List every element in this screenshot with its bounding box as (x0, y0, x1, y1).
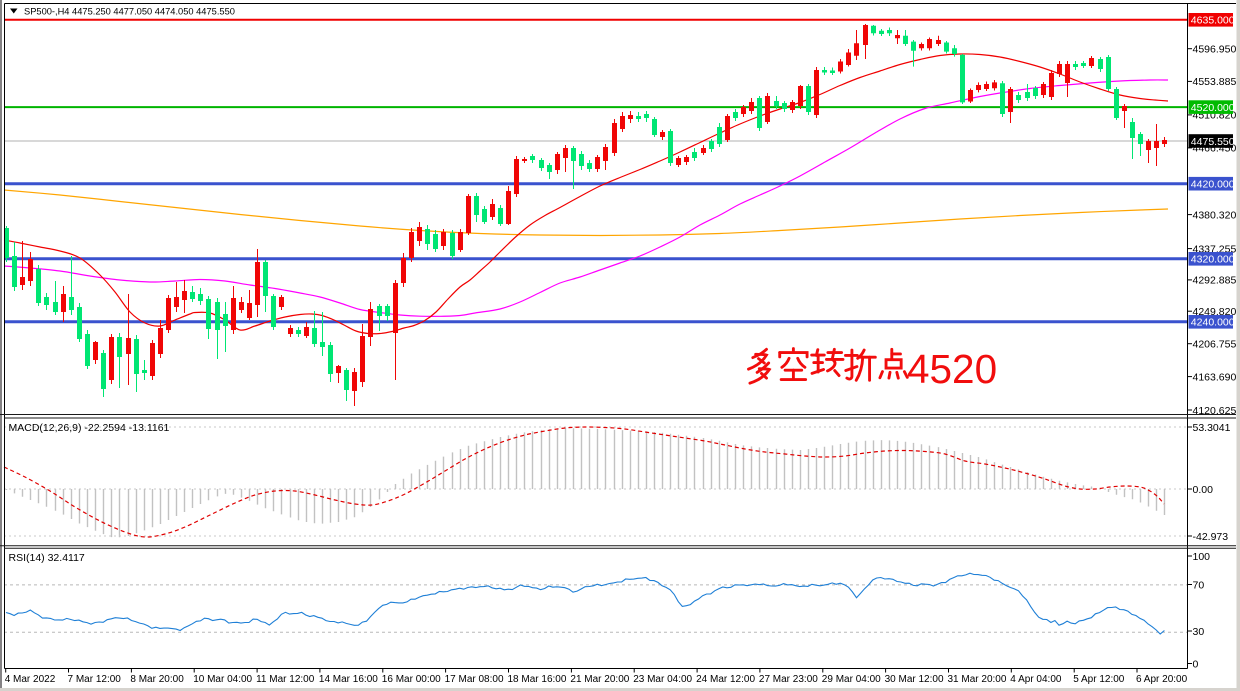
svg-text:30 Mar 12:00: 30 Mar 12:00 (885, 674, 944, 685)
svg-text:4320.000: 4320.000 (1191, 254, 1235, 266)
svg-text:4520: 4520 (907, 346, 997, 392)
svg-text:24 Mar 12:00: 24 Mar 12:00 (696, 674, 755, 685)
svg-text:70: 70 (1193, 579, 1205, 591)
svg-text:21 Mar 20:00: 21 Mar 20:00 (570, 674, 629, 685)
svg-text:6 Apr 20:00: 6 Apr 20:00 (1136, 674, 1188, 685)
svg-text:14 Mar 16:00: 14 Mar 16:00 (319, 674, 378, 685)
svg-text:4596.950: 4596.950 (1193, 44, 1237, 56)
svg-text:23 Mar 04:00: 23 Mar 04:00 (633, 674, 692, 685)
svg-text:5 Apr 12:00: 5 Apr 12:00 (1073, 674, 1125, 685)
svg-text:4380.320: 4380.320 (1193, 209, 1237, 221)
svg-text:4520.000: 4520.000 (1191, 102, 1235, 114)
svg-text:0: 0 (1193, 658, 1199, 670)
svg-text:27 Mar 23:00: 27 Mar 23:00 (759, 674, 818, 685)
svg-text:18 Mar 16:00: 18 Mar 16:00 (508, 674, 567, 685)
svg-text:10 Mar 04:00: 10 Mar 04:00 (193, 674, 252, 685)
svg-text:4475.550: 4475.550 (1191, 136, 1235, 148)
svg-text:17 Mar 08:00: 17 Mar 08:00 (445, 674, 504, 685)
svg-text:4240.000: 4240.000 (1191, 317, 1235, 329)
svg-text:0.00: 0.00 (1193, 484, 1214, 496)
svg-text:-42.973: -42.973 (1193, 531, 1229, 543)
svg-text:4420.000: 4420.000 (1191, 179, 1235, 191)
svg-text:16 Mar 00:00: 16 Mar 00:00 (382, 674, 441, 685)
svg-text:30: 30 (1193, 626, 1205, 638)
svg-text:4120.625: 4120.625 (1193, 405, 1237, 417)
svg-text:4 Mar 2022: 4 Mar 2022 (5, 674, 56, 685)
svg-text:29 Mar 04:00: 29 Mar 04:00 (822, 674, 881, 685)
svg-text:100: 100 (1193, 551, 1211, 563)
svg-text:8 Mar 20:00: 8 Mar 20:00 (130, 674, 184, 685)
svg-text:SP500-,H4 4475.250 4477.050 4: SP500-,H4 4475.250 4477.050 4474.050 447… (24, 7, 235, 17)
svg-text:4292.885: 4292.885 (1193, 275, 1237, 287)
svg-text:RSI(14) 32.4117: RSI(14) 32.4117 (9, 552, 85, 564)
svg-text:53.3041: 53.3041 (1193, 422, 1231, 434)
svg-text:4 Apr 04:00: 4 Apr 04:00 (1010, 674, 1062, 685)
svg-text:MACD(12,26,9) -22.2594 -13.116: MACD(12,26,9) -22.2594 -13.1161 (9, 422, 170, 434)
svg-text:31 Mar 20:00: 31 Mar 20:00 (948, 674, 1007, 685)
svg-text:7 Mar 12:00: 7 Mar 12:00 (68, 674, 122, 685)
svg-text:4635.000: 4635.000 (1191, 15, 1235, 27)
svg-text:4163.690: 4163.690 (1193, 371, 1237, 383)
svg-text:4553.885: 4553.885 (1193, 76, 1237, 88)
svg-text:4206.755: 4206.755 (1193, 339, 1237, 351)
svg-text:11 Mar 12:00: 11 Mar 12:00 (256, 674, 315, 685)
